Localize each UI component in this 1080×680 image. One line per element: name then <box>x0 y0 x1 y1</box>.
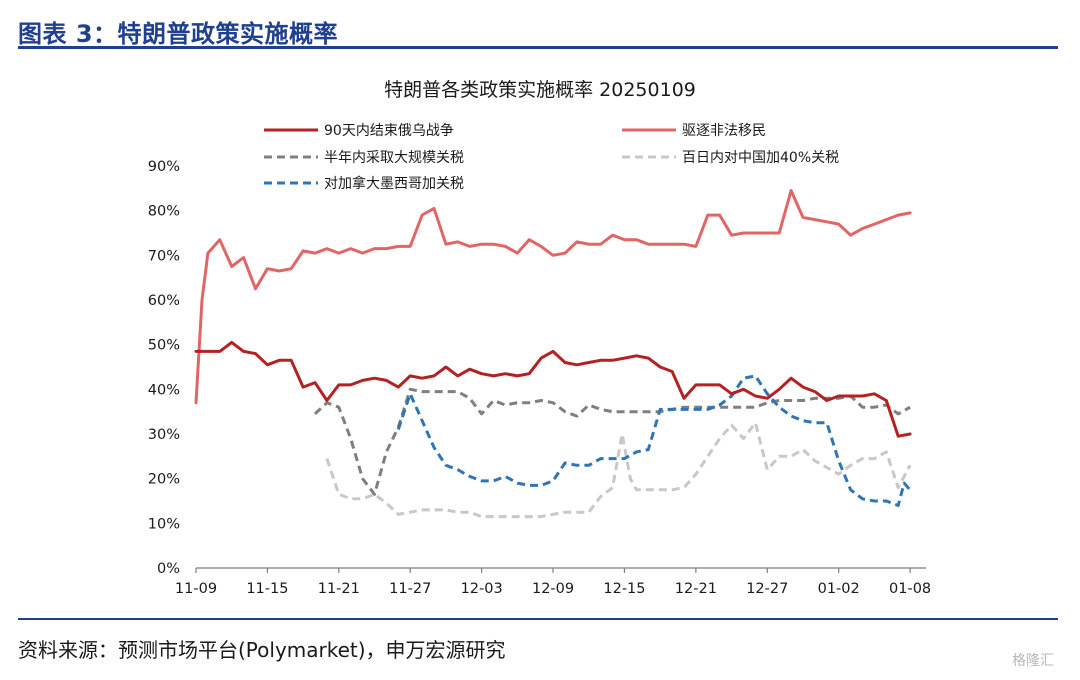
x-tick-label: 11-15 <box>246 581 288 597</box>
x-tick-label: 11-09 <box>175 581 217 597</box>
x-tick-label: 12-15 <box>603 581 645 597</box>
y-tick-label: 10% <box>148 516 180 532</box>
legend-label: 半年内采取大规模关税 <box>324 150 464 166</box>
y-tick-label: 80% <box>148 204 180 220</box>
chart: 特朗普各类政策实施概率 20250109 90天内结束俄乌战争 驱逐非法移民半年内… <box>148 79 931 597</box>
legend-label: 90天内结束俄乌战争 <box>324 123 454 139</box>
series-line-5 <box>396 374 912 507</box>
y-tick-label: 70% <box>148 248 180 264</box>
x-tick-label: 01-02 <box>818 581 860 597</box>
series-layer <box>194 189 912 519</box>
x-axis-ticks: 11-09 11-15 11-21 11-27 12-03 12-09 12-15 12-21… <box>175 568 931 597</box>
chart-title: 特朗普各类政策实施概率 20250109 <box>384 79 696 101</box>
top-rule <box>18 46 1058 49</box>
series-line-4 <box>325 421 912 519</box>
y-tick-label: 60% <box>148 293 180 309</box>
y-tick-label: 90% <box>148 159 180 175</box>
legend-label: 百日内对中国加40%关税 <box>682 150 839 166</box>
source-note: 资料来源：预测市场平台(Polymarket)，申万宏源研究 <box>18 638 506 662</box>
y-tick-label: 0% <box>157 561 180 577</box>
bottom-rule <box>18 618 1058 620</box>
y-tick-label: 30% <box>148 427 180 443</box>
series-line-3 <box>313 387 911 496</box>
x-tick-label: 12-27 <box>746 581 788 597</box>
watermark: 格隆汇 <box>1012 653 1054 669</box>
x-tick-label: 01-08 <box>889 581 931 597</box>
x-tick-label: 12-21 <box>675 581 717 597</box>
y-tick-label: 20% <box>148 472 180 488</box>
y-tick-label: 50% <box>148 338 180 354</box>
x-tick-label: 12-09 <box>532 581 574 597</box>
legend-label: 对加拿大墨西哥加关税 <box>324 175 464 192</box>
x-tick-label: 11-27 <box>389 581 431 597</box>
y-tick-label: 40% <box>148 382 180 398</box>
x-tick-label: 12-03 <box>461 581 503 597</box>
figure-title: 图表 3：特朗普政策实施概率 <box>18 20 339 48</box>
series-line-2 <box>194 189 912 405</box>
x-tick-label: 11-21 <box>318 581 360 597</box>
legend-label: 驱逐非法移民 <box>682 123 766 139</box>
y-axis-ticks: 0% 10% 20% 30% 40% 50% 60% 70% 80% 90% <box>148 159 180 577</box>
series-line-1 <box>194 340 912 438</box>
